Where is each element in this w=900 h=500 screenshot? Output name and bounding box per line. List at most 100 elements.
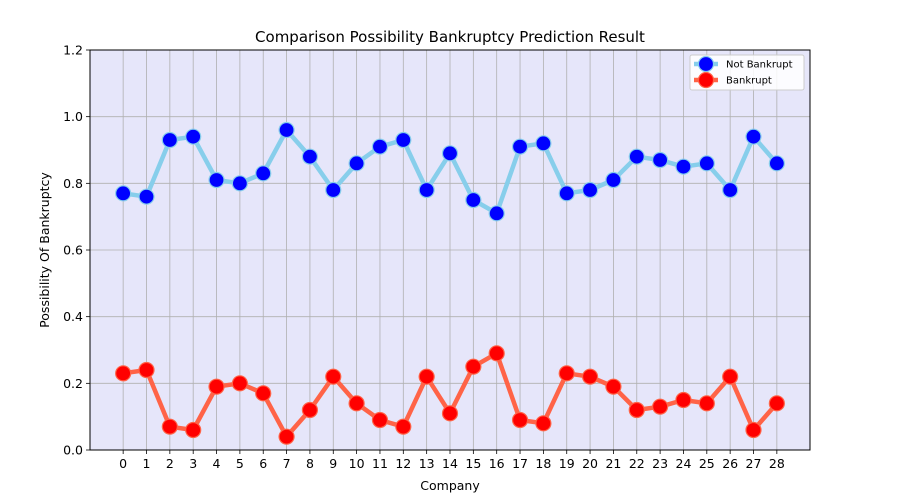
data-point-bankrupt <box>698 395 715 412</box>
data-point-bankrupt <box>535 415 552 432</box>
data-point-not-bankrupt <box>465 191 482 209</box>
x-tick-label: 22 <box>629 456 645 471</box>
x-tick-label: 26 <box>722 456 738 471</box>
data-point-not-bankrupt <box>395 131 412 149</box>
legend-marker-not-bankrupt <box>697 55 715 73</box>
data-point-bankrupt <box>722 368 739 385</box>
data-point-not-bankrupt <box>138 188 155 205</box>
data-point-bankrupt <box>348 395 365 412</box>
data-point-not-bankrupt <box>745 128 762 145</box>
data-point-not-bankrupt <box>652 151 669 169</box>
x-tick-label: 23 <box>652 456 668 471</box>
x-tick-label: 20 <box>582 456 598 471</box>
data-point-not-bankrupt <box>418 181 435 199</box>
x-tick-label: 18 <box>535 456 551 471</box>
x-tick-label: 11 <box>372 456 388 471</box>
data-point-not-bankrupt <box>185 128 202 145</box>
data-point-not-bankrupt <box>722 181 739 199</box>
data-point-not-bankrupt <box>675 158 692 175</box>
data-point-not-bankrupt <box>441 145 459 162</box>
data-point-bankrupt <box>628 401 645 419</box>
x-tick-label: 1 <box>143 456 151 471</box>
y-tick-label: 0.2 <box>63 376 83 391</box>
data-point-not-bankrupt <box>768 155 785 172</box>
data-point-bankrupt <box>418 368 435 385</box>
x-tick-label: 10 <box>349 456 365 471</box>
data-point-not-bankrupt <box>511 138 529 155</box>
x-tick-label: 4 <box>213 456 221 471</box>
x-tick-label: 16 <box>489 456 505 471</box>
data-point-not-bankrupt <box>278 121 295 139</box>
data-point-bankrupt <box>278 428 295 445</box>
x-tick-label: 6 <box>259 456 267 471</box>
data-point-bankrupt <box>745 421 762 439</box>
y-tick-label: 1.0 <box>63 109 83 124</box>
data-point-bankrupt <box>558 365 575 382</box>
data-point-not-bankrupt <box>348 155 365 172</box>
data-point-not-bankrupt <box>115 185 132 202</box>
data-point-bankrupt <box>231 375 248 392</box>
data-point-bankrupt <box>465 358 482 375</box>
data-point-not-bankrupt <box>231 175 248 192</box>
x-tick-label: 9 <box>329 456 337 471</box>
data-point-bankrupt <box>768 395 785 412</box>
x-tick-label: 27 <box>746 456 762 471</box>
x-axis-label: Company <box>420 478 480 493</box>
data-point-bankrupt <box>208 378 225 395</box>
series-bankrupt <box>115 345 785 445</box>
x-tick-label: 7 <box>283 456 291 471</box>
x-tick-label: 2 <box>166 456 174 471</box>
x-tick-label: 15 <box>465 456 481 471</box>
data-point-bankrupt <box>255 385 272 402</box>
chart-title: Comparison Possibility Bankruptcy Predic… <box>255 28 645 46</box>
data-point-bankrupt <box>371 411 389 429</box>
data-point-bankrupt <box>488 345 505 362</box>
x-tick-label: 19 <box>559 456 575 471</box>
x-tick-label: 0 <box>119 456 127 471</box>
x-tick-label: 12 <box>395 456 411 471</box>
y-tick-label: 0.8 <box>63 176 83 191</box>
series-not-bankrupt <box>115 121 785 222</box>
x-tick-label: 24 <box>676 456 692 471</box>
data-point-not-bankrupt <box>581 181 599 199</box>
data-point-not-bankrupt <box>208 171 225 189</box>
data-point-not-bankrupt <box>325 181 342 199</box>
x-tick-label: 13 <box>419 456 435 471</box>
data-point-bankrupt <box>605 378 622 395</box>
data-point-not-bankrupt <box>255 165 272 182</box>
data-point-bankrupt <box>325 368 342 385</box>
legend: Not Bankrupt Bankrupt <box>689 54 805 91</box>
data-point-bankrupt <box>511 411 529 429</box>
y-tick-label: 0.6 <box>63 243 83 258</box>
data-point-bankrupt <box>115 365 132 382</box>
data-point-not-bankrupt <box>371 138 389 155</box>
data-point-not-bankrupt <box>605 171 622 189</box>
x-tick-label: 8 <box>306 456 314 471</box>
y-axis-label: Possibility Of Bankruptcy <box>37 172 52 328</box>
data-point-bankrupt <box>652 398 669 415</box>
x-tick-label: 17 <box>512 456 528 471</box>
data-point-bankrupt <box>395 418 412 435</box>
data-point-bankrupt <box>675 391 692 409</box>
data-point-not-bankrupt <box>161 131 178 149</box>
x-tick-label: 14 <box>442 456 458 471</box>
data-point-bankrupt <box>581 368 599 385</box>
legend-label-not-bankrupt: Not Bankrupt <box>726 60 793 71</box>
x-tick-label: 25 <box>699 456 715 471</box>
x-tick-label: 5 <box>236 456 244 471</box>
y-tick-label: 0.0 <box>63 443 83 458</box>
series-layer <box>115 121 785 445</box>
legend-label-bankrupt: Bankrupt <box>726 76 772 87</box>
legend-marker-bankrupt <box>697 71 715 89</box>
data-point-bankrupt <box>161 418 178 435</box>
y-axis: 0.0 0.2 0.4 0.6 0.8 1.0 1.2 <box>63 43 90 458</box>
data-point-not-bankrupt <box>535 135 552 152</box>
data-point-not-bankrupt <box>558 185 575 202</box>
data-point-not-bankrupt <box>488 205 505 222</box>
x-tick-label: 3 <box>189 456 197 471</box>
x-tick-label: 28 <box>769 456 785 471</box>
legend-box <box>689 54 805 91</box>
data-point-not-bankrupt <box>301 148 319 165</box>
y-tick-label: 1.2 <box>63 43 83 58</box>
